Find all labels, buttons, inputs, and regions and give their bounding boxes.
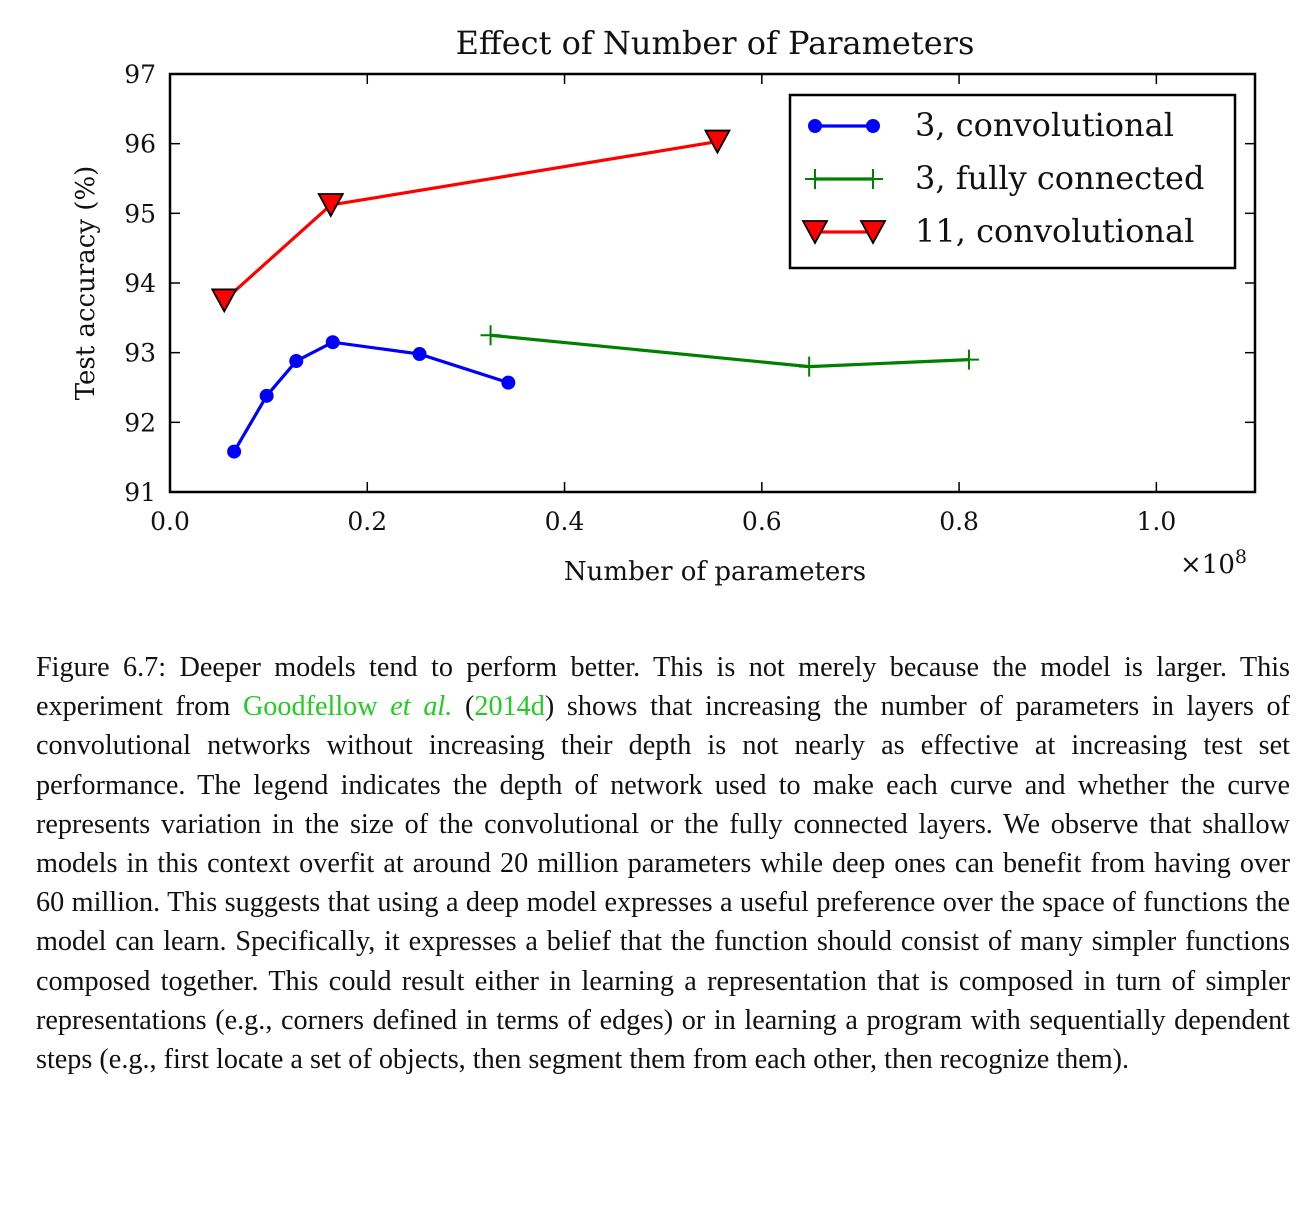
series-0-point-4 bbox=[412, 347, 427, 362]
x-tick-label-3: 0.6 bbox=[742, 507, 782, 536]
series-1-point-0 bbox=[480, 325, 501, 346]
series-2-point-0 bbox=[210, 288, 238, 314]
legend-label-2: 11, convolutional bbox=[915, 212, 1194, 250]
y-tick-label-4: 95 bbox=[124, 199, 156, 228]
series-1-point-2 bbox=[958, 349, 979, 370]
legend: 3, convolutional 3, fully connected 11, co… bbox=[788, 93, 1237, 270]
series-0-line bbox=[232, 340, 509, 453]
series-1-point-1 bbox=[799, 356, 820, 377]
series-2-point-2 bbox=[703, 129, 731, 155]
y-tick-label-1: 92 bbox=[124, 408, 156, 437]
series-1 bbox=[480, 325, 979, 377]
citation-year[interactable]: 2014d bbox=[474, 691, 545, 723]
x-scale-multiplier: ×108 bbox=[1180, 546, 1247, 580]
figure-caption: Figure 6.7: Deeper models tend to perfor… bbox=[36, 648, 1290, 1079]
legend-marker-1a bbox=[805, 169, 825, 189]
series-0-point-2 bbox=[289, 354, 304, 369]
series-2-line bbox=[223, 139, 718, 302]
axis-ticks: 0.0 0.2 0.4 0.6 0.8 1.0 91 92 93 94 95 96 97 bbox=[124, 60, 1255, 536]
legend-marker-1b bbox=[863, 169, 883, 189]
series-2-point-1 bbox=[317, 193, 345, 218]
x-axis-label: Number of parameters bbox=[564, 557, 866, 587]
series-0-point-5 bbox=[501, 375, 516, 390]
chart-title: Effect of Number of Parameters bbox=[456, 24, 975, 62]
y-tick-label-6: 97 bbox=[124, 60, 156, 89]
y-tick-label-3: 94 bbox=[124, 269, 156, 298]
series-0-point-3 bbox=[325, 335, 340, 350]
x-tick-label-5: 1.0 bbox=[1136, 507, 1176, 536]
series-2 bbox=[210, 129, 731, 314]
x-tick-label-0: 0.0 bbox=[150, 507, 190, 536]
legend-marker-0a bbox=[808, 119, 822, 133]
series-1-line bbox=[490, 333, 970, 369]
caption-text-1: Deeper models tend to perform better. Th… bbox=[36, 652, 1290, 723]
legend-marker-0b bbox=[866, 119, 880, 133]
x-tick-label-1: 0.2 bbox=[347, 507, 387, 536]
caption-text-2: shows that increasing the number of para… bbox=[36, 691, 1290, 1076]
series-0-point-1 bbox=[259, 388, 274, 403]
y-tick-label-5: 96 bbox=[124, 130, 156, 159]
legend-frame bbox=[788, 93, 1237, 270]
legend-marker-2b bbox=[859, 220, 887, 245]
citation-open-paren: ( bbox=[452, 691, 475, 723]
citation-et-al[interactable]: et al. bbox=[390, 691, 453, 723]
citation-author[interactable]: Goodfellow bbox=[242, 691, 391, 723]
x-tick-label-4: 0.8 bbox=[939, 507, 979, 536]
chart: Effect of Number of Parameters 0.0 0.2 0.4… bbox=[71, 24, 1257, 587]
y-tick-label-0: 91 bbox=[124, 478, 156, 507]
caption-label: Figure 6.7: bbox=[36, 652, 167, 683]
legend-label-0: 3, convolutional bbox=[915, 106, 1174, 144]
citation-close-paren: ) bbox=[544, 691, 555, 723]
y-tick-label-2: 93 bbox=[124, 339, 156, 368]
series-layer bbox=[210, 129, 979, 459]
series-0 bbox=[227, 335, 516, 459]
legend-marker-2a bbox=[801, 220, 829, 245]
legend-label-1: 3, fully connected bbox=[915, 159, 1204, 197]
series-0-point-0 bbox=[227, 444, 242, 459]
x-tick-label-2: 0.4 bbox=[545, 507, 585, 536]
y-axis-label: Test accuracy (%) bbox=[71, 166, 101, 401]
